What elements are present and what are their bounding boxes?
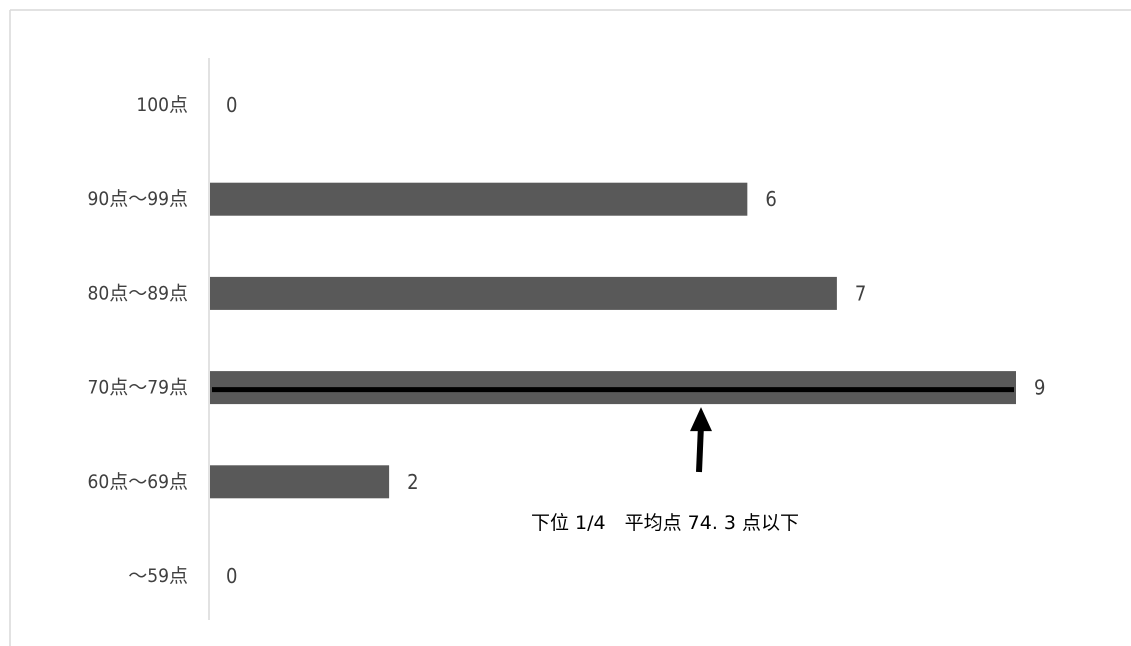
annotation-text: 下位 1/4 平均点 74. 3 点以下 [531, 512, 799, 534]
category-label: 90点～99点 [88, 188, 189, 210]
category-label: ～59点 [128, 565, 188, 587]
data-label: 6 [765, 187, 776, 211]
bar [210, 182, 748, 216]
annotation-arrow-shaft [696, 424, 704, 473]
annotation-arrow-icon [690, 407, 712, 432]
data-label: 0 [226, 564, 237, 588]
bar [210, 276, 837, 310]
labels-layer: 100点 0 90点～99点 6 80点～89点 7 70点～79点 9 60点～69点 2 ～59… [88, 93, 1046, 588]
data-label: 9 [1034, 376, 1045, 400]
data-label: 7 [855, 281, 866, 305]
category-label: 80点～89点 [88, 282, 189, 304]
bars-layer [210, 182, 1016, 499]
category-label: 60点～69点 [88, 471, 189, 493]
data-label: 2 [407, 470, 418, 494]
annotation-layer: 下位 1/4 平均点 74. 3 点以下 [531, 407, 799, 534]
bar [210, 465, 390, 499]
category-label: 70点～79点 [88, 377, 189, 399]
category-label: 100点 [136, 94, 188, 116]
data-label: 0 [226, 93, 237, 117]
